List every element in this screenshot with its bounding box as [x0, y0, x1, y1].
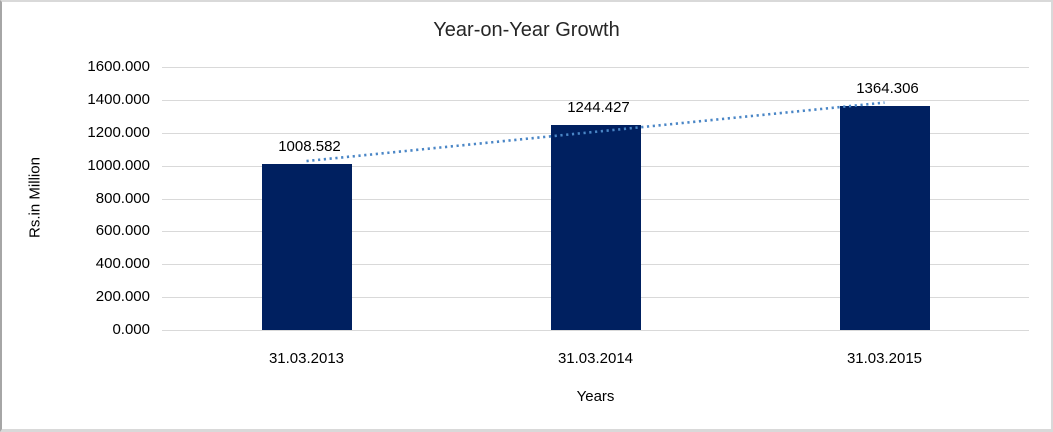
bar-value-label: 1364.306 [856, 79, 919, 97]
y-axis-tick-label: 400.000 [95, 255, 150, 273]
gridline [162, 67, 1029, 68]
y-axis-tick-label: 1600.000 [87, 58, 150, 75]
y-axis-tick-label: 1200.000 [87, 123, 150, 141]
x-axis-category-label: 31.03.2014 [557, 350, 634, 367]
x-axis-title: Years [576, 388, 615, 405]
y-axis-tick-label: 800.000 [95, 189, 150, 207]
y-axis-tick-label: 0.000 [112, 321, 150, 338]
y-axis-tick-label: 1400.000 [87, 90, 150, 108]
y-axis-tick-label: 200.000 [95, 288, 150, 306]
bar-value-label: 1008.582 [278, 138, 341, 156]
chart-title: Year-on-Year Growth [433, 19, 620, 41]
bar-value-label: 1244.427 [567, 99, 630, 117]
bar-31.03.2014 [550, 125, 641, 330]
bar-31.03.2013 [261, 164, 352, 330]
plot-area: 1008.582 1244.427 1364.306 [162, 67, 1029, 331]
bar-31.03.2015 [839, 105, 930, 330]
y-axis-tick-label: 600.000 [95, 222, 150, 240]
gridline [162, 330, 1029, 331]
x-axis-category-label: 31.03.2013 [268, 350, 345, 367]
gridline [162, 99, 1029, 101]
trendline-line [306, 101, 885, 163]
y-axis-tick-label: 1000.000 [87, 156, 150, 174]
x-axis-category-label: 31.03.2015 [846, 350, 923, 367]
trendline [306, 101, 885, 163]
